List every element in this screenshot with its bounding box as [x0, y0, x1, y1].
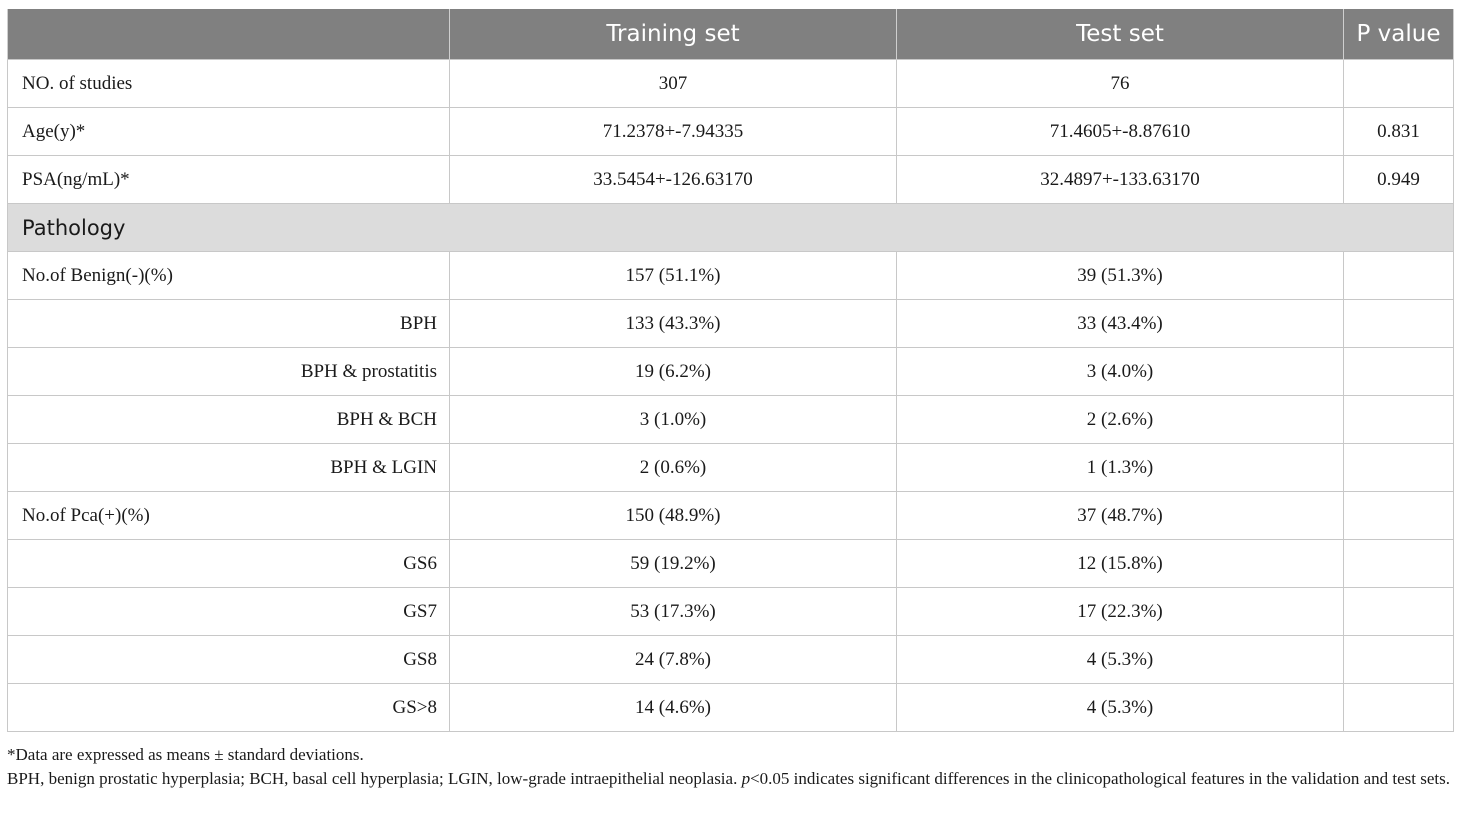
row-label: No.of Benign(-)(%)	[7, 251, 450, 300]
section-title: Pathology	[7, 203, 1454, 252]
p-value	[1343, 539, 1454, 588]
table-row: GS7 53 (17.3%) 17 (22.3%)	[7, 587, 1454, 636]
table-footnotes: *Data are expressed as means ± standard …	[7, 743, 1453, 791]
training-value: 150 (48.9%)	[449, 491, 897, 540]
p-value	[1343, 299, 1454, 348]
p-value	[1343, 683, 1454, 732]
training-value: 307	[449, 59, 897, 108]
training-value: 133 (43.3%)	[449, 299, 897, 348]
p-value	[1343, 59, 1454, 108]
p-value	[1343, 443, 1454, 492]
training-value: 14 (4.6%)	[449, 683, 897, 732]
table-row: No.of Pca(+)(%) 150 (48.9%) 37 (48.7%)	[7, 491, 1454, 540]
table-row: GS6 59 (19.2%) 12 (15.8%)	[7, 539, 1454, 588]
table-row: GS8 24 (7.8%) 4 (5.3%)	[7, 635, 1454, 684]
test-value: 12 (15.8%)	[896, 539, 1344, 588]
test-value: 4 (5.3%)	[896, 635, 1344, 684]
row-label: GS6	[7, 539, 450, 588]
test-value: 76	[896, 59, 1344, 108]
test-value: 39 (51.3%)	[896, 251, 1344, 300]
row-label: BPH	[7, 299, 450, 348]
test-value: 4 (5.3%)	[896, 683, 1344, 732]
training-value: 53 (17.3%)	[449, 587, 897, 636]
table-row: BPH & prostatitis 19 (6.2%) 3 (4.0%)	[7, 347, 1454, 396]
test-value: 1 (1.3%)	[896, 443, 1344, 492]
p-value: 0.949	[1343, 155, 1454, 204]
row-label: GS7	[7, 587, 450, 636]
p-value	[1343, 395, 1454, 444]
header-cell-p-value: P value	[1343, 9, 1454, 60]
training-value: 3 (1.0%)	[449, 395, 897, 444]
table-row: BPH & LGIN 2 (0.6%) 1 (1.3%)	[7, 443, 1454, 492]
test-value: 17 (22.3%)	[896, 587, 1344, 636]
training-value: 59 (19.2%)	[449, 539, 897, 588]
row-label: PSA(ng/mL)*	[7, 155, 450, 204]
table-row: PSA(ng/mL)* 33.5454+-126.63170 32.4897+-…	[7, 155, 1454, 204]
p-value	[1343, 587, 1454, 636]
p-value	[1343, 251, 1454, 300]
training-value: 2 (0.6%)	[449, 443, 897, 492]
footnote-p-symbol: p	[741, 769, 751, 788]
p-value	[1343, 347, 1454, 396]
header-cell-training-set: Training set	[449, 9, 897, 60]
row-label: BPH & prostatitis	[7, 347, 450, 396]
training-value: 33.5454+-126.63170	[449, 155, 897, 204]
row-label: GS>8	[7, 683, 450, 732]
table-row: BPH 133 (43.3%) 33 (43.4%)	[7, 299, 1454, 348]
header-cell-empty	[7, 9, 450, 60]
training-value: 19 (6.2%)	[449, 347, 897, 396]
p-value	[1343, 635, 1454, 684]
table-row: BPH & BCH 3 (1.0%) 2 (2.6%)	[7, 395, 1454, 444]
footnote-significance-text: <0.05 indicates significant differences …	[750, 769, 1450, 788]
header-cell-test-set: Test set	[896, 9, 1344, 60]
table-row: NO. of studies 307 76	[7, 59, 1454, 108]
training-value: 24 (7.8%)	[449, 635, 897, 684]
p-value: 0.831	[1343, 107, 1454, 156]
test-value: 37 (48.7%)	[896, 491, 1344, 540]
training-value: 71.2378+-7.94335	[449, 107, 897, 156]
row-label: BPH & LGIN	[7, 443, 450, 492]
section-row-pathology: Pathology	[7, 203, 1454, 252]
test-value: 32.4897+-133.63170	[896, 155, 1344, 204]
data-table-container: Training set Test set P value NO. of stu…	[7, 9, 1454, 732]
row-label: NO. of studies	[7, 59, 450, 108]
table-row: Age(y)* 71.2378+-7.94335 71.4605+-8.8761…	[7, 107, 1454, 156]
p-value	[1343, 491, 1454, 540]
row-label: GS8	[7, 635, 450, 684]
footnote-abbreviations: BPH, benign prostatic hyperplasia; BCH, …	[7, 767, 1453, 791]
clinicopathological-table: Training set Test set P value NO. of stu…	[7, 9, 1454, 732]
header-row: Training set Test set P value	[7, 9, 1454, 60]
footnote-mean-sd: *Data are expressed as means ± standard …	[7, 745, 364, 764]
test-value: 33 (43.4%)	[896, 299, 1344, 348]
test-value: 2 (2.6%)	[896, 395, 1344, 444]
table-row: No.of Benign(-)(%) 157 (51.1%) 39 (51.3%…	[7, 251, 1454, 300]
training-value: 157 (51.1%)	[449, 251, 897, 300]
test-value: 71.4605+-8.87610	[896, 107, 1344, 156]
row-label: No.of Pca(+)(%)	[7, 491, 450, 540]
footnote-abbreviations-text: BPH, benign prostatic hyperplasia; BCH, …	[7, 769, 742, 788]
table-row: GS>8 14 (4.6%) 4 (5.3%)	[7, 683, 1454, 732]
row-label: BPH & BCH	[7, 395, 450, 444]
table-header: Training set Test set P value	[7, 9, 1454, 60]
table-body: NO. of studies 307 76 Age(y)* 71.2378+-7…	[7, 59, 1454, 732]
test-value: 3 (4.0%)	[896, 347, 1344, 396]
row-label: Age(y)*	[7, 107, 450, 156]
